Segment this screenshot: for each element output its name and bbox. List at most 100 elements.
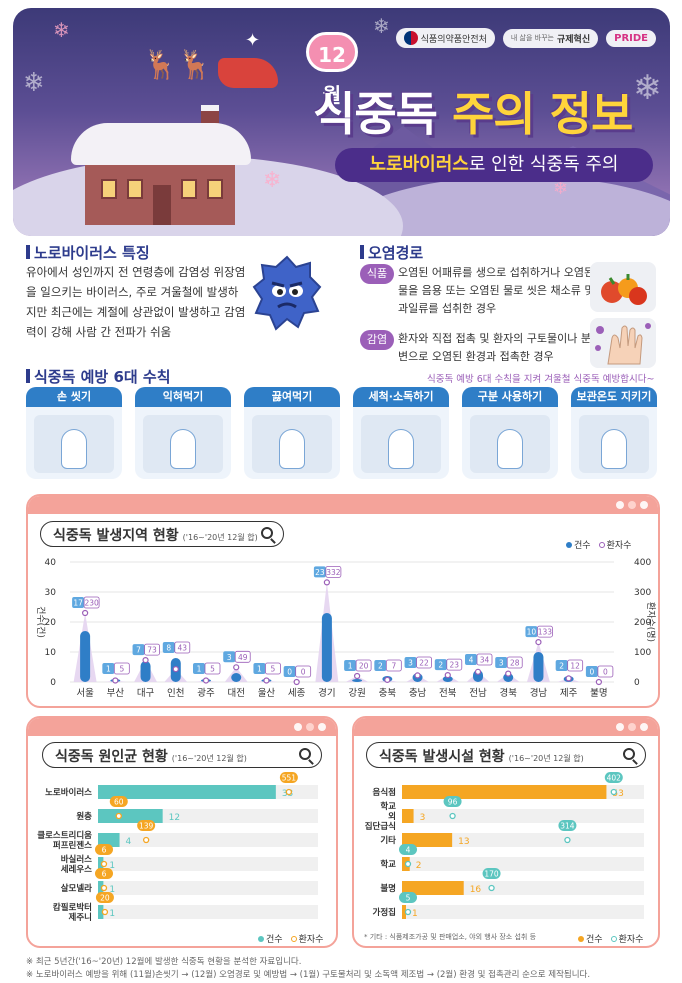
rule-label: 끓여먹기: [244, 387, 340, 407]
region-chart-legend: 건수 환자수: [566, 538, 631, 551]
y-right-tick-label: 400: [634, 558, 651, 568]
patient-point: [404, 860, 412, 868]
routes-title: 오염경로: [360, 242, 423, 263]
patient-label-box: [109, 796, 128, 807]
patient-label-box: [399, 892, 417, 903]
patient-point: [172, 665, 179, 673]
category-label: 음식점: [373, 787, 396, 798]
washing-illustration-icon: [361, 415, 441, 473]
rule-card-temperature: 보관온도 지키기: [571, 387, 657, 479]
patient-data-label: 22: [419, 659, 429, 668]
patient-label-box: [113, 662, 130, 675]
patient-label-box: [295, 665, 312, 678]
count-data-label: 10: [527, 628, 537, 637]
refrigerator-illustration-icon: [579, 415, 649, 473]
patient-point: [82, 609, 89, 617]
count-data-label: 3: [227, 653, 232, 662]
count-data-label: 1: [197, 665, 202, 674]
patient-point: [404, 908, 412, 916]
rule-label: 구분 사용하기: [462, 387, 558, 407]
patient-point: [100, 884, 108, 892]
rule-card-cook: 익혀먹기: [135, 387, 231, 479]
category-label: 학교: [380, 859, 396, 870]
chart-title: 식중독 발생지역 현황 ('16~'20년 12월 합): [53, 528, 258, 544]
patient-data-label: 20: [359, 662, 369, 671]
cooking-illustration-icon: [143, 415, 223, 473]
category-label: 외: [388, 811, 396, 822]
x-tick-label: 충북: [379, 688, 397, 699]
count-bar: [98, 881, 104, 895]
boiling-illustration-icon: [252, 415, 332, 473]
patient-data-label: 7: [391, 662, 396, 671]
patient-data-label: 139: [139, 822, 154, 831]
category-label: 제주니: [69, 912, 92, 923]
patient-point: [414, 672, 421, 679]
count-bar: [321, 613, 332, 682]
features-text: 유아에서 성인까지 전 연령층에 감염성 위장염을 일으키는 바이러스, 주로 …: [26, 265, 246, 339]
region-chart-title-bar: 식중독 발생지역 현황 ('16~'20년 12월 합): [40, 521, 284, 547]
count-data-label: 17: [73, 599, 83, 608]
count-bar: [533, 652, 544, 682]
count-label-box: [223, 651, 236, 663]
rule-label: 익혀먹기: [135, 387, 231, 407]
count-label-box: [525, 626, 538, 638]
footnote: ※ 노로바이러스 예방을 위해 (11월)손씻기 → (12월) 오염경로 및 …: [26, 970, 591, 980]
patient-point: [323, 579, 330, 586]
count-data-label: 1: [109, 909, 115, 919]
x-tick-label: 강원: [348, 688, 365, 699]
patient-point: [595, 678, 602, 686]
patient-label-box: [95, 868, 113, 879]
count-data-label: 16: [470, 885, 482, 895]
count-label-box: [283, 666, 296, 677]
bar-track: [402, 905, 644, 919]
star-icon: ✦: [245, 30, 261, 51]
count-data-label: 23: [315, 568, 325, 577]
facility-chart-note: * 기타 : 식품제조가공 및 판매업소, 야외 행사 장소 섭취 등: [364, 933, 537, 941]
count-data-label: 1: [348, 662, 353, 671]
patient-point: [384, 676, 391, 683]
cause-chart-legend: 건수 환자수: [258, 932, 323, 945]
patient-point: [293, 678, 300, 686]
patient-label-box: [95, 892, 114, 903]
patient-label-box: [174, 641, 191, 654]
count-bar: [98, 785, 276, 799]
x-tick-label: 인천: [167, 688, 184, 699]
x-tick-label: 경남: [530, 687, 548, 699]
cause-chart: 노로바이러스33551원충1260클로스트리디움퍼프린젠스4139바실러스세레우…: [37, 772, 318, 923]
count-data-label: 3: [408, 659, 413, 668]
route-text: 환자와 직접 접촉 및 환자의 구토물이나 분변으로 오염된 환경과 접촉한 경…: [398, 332, 592, 363]
patient-data-label: 12: [570, 662, 580, 671]
snowflake-icon: ❄: [373, 14, 390, 38]
patient-point: [100, 860, 108, 868]
norovirus-character-icon: [252, 255, 322, 331]
x-tick-label: 전북: [439, 688, 457, 699]
count-bar: [98, 809, 163, 823]
rule-card-boil: 끓여먹기: [244, 387, 340, 479]
header-banner: ❄ ❄ ❄ ❄ ❄ ❄ ✦ 🦌🦌 식품의약품안전처 내 삶을 바꾸는 규제혁신 P…: [13, 8, 670, 236]
count-data-label: 2: [559, 662, 564, 671]
count-bar: [98, 833, 120, 847]
page-subtitle: 노로바이러스로 인한 식중독 주의: [335, 148, 653, 182]
patient-label-box: [476, 653, 493, 666]
contaminated-hand-image: [590, 318, 656, 368]
patient-point: [565, 675, 572, 682]
x-tick-label: 제주: [560, 688, 578, 699]
bar-track: [402, 833, 644, 847]
count-bar: [98, 857, 104, 871]
patient-label-box: [325, 565, 342, 578]
patient-label-box: [482, 868, 501, 879]
rule-label: 세척·소독하기: [353, 387, 449, 407]
count-label-box: [162, 642, 175, 653]
patient-data-label: 5: [210, 665, 215, 674]
patient-label-box: [137, 820, 156, 831]
pride-logo: PRIDE: [606, 29, 656, 47]
bar-track: [402, 857, 644, 871]
category-label: 클로스트리디움: [37, 830, 92, 841]
vegetables-image: [590, 262, 656, 312]
count-data-label: 8: [166, 644, 171, 653]
patient-point: [202, 677, 210, 684]
route-tag: 식품: [360, 264, 394, 284]
rules-note: 식중독 예방 6대 수칙을 지켜 겨울철 식중독 예방합시다~: [427, 374, 655, 385]
